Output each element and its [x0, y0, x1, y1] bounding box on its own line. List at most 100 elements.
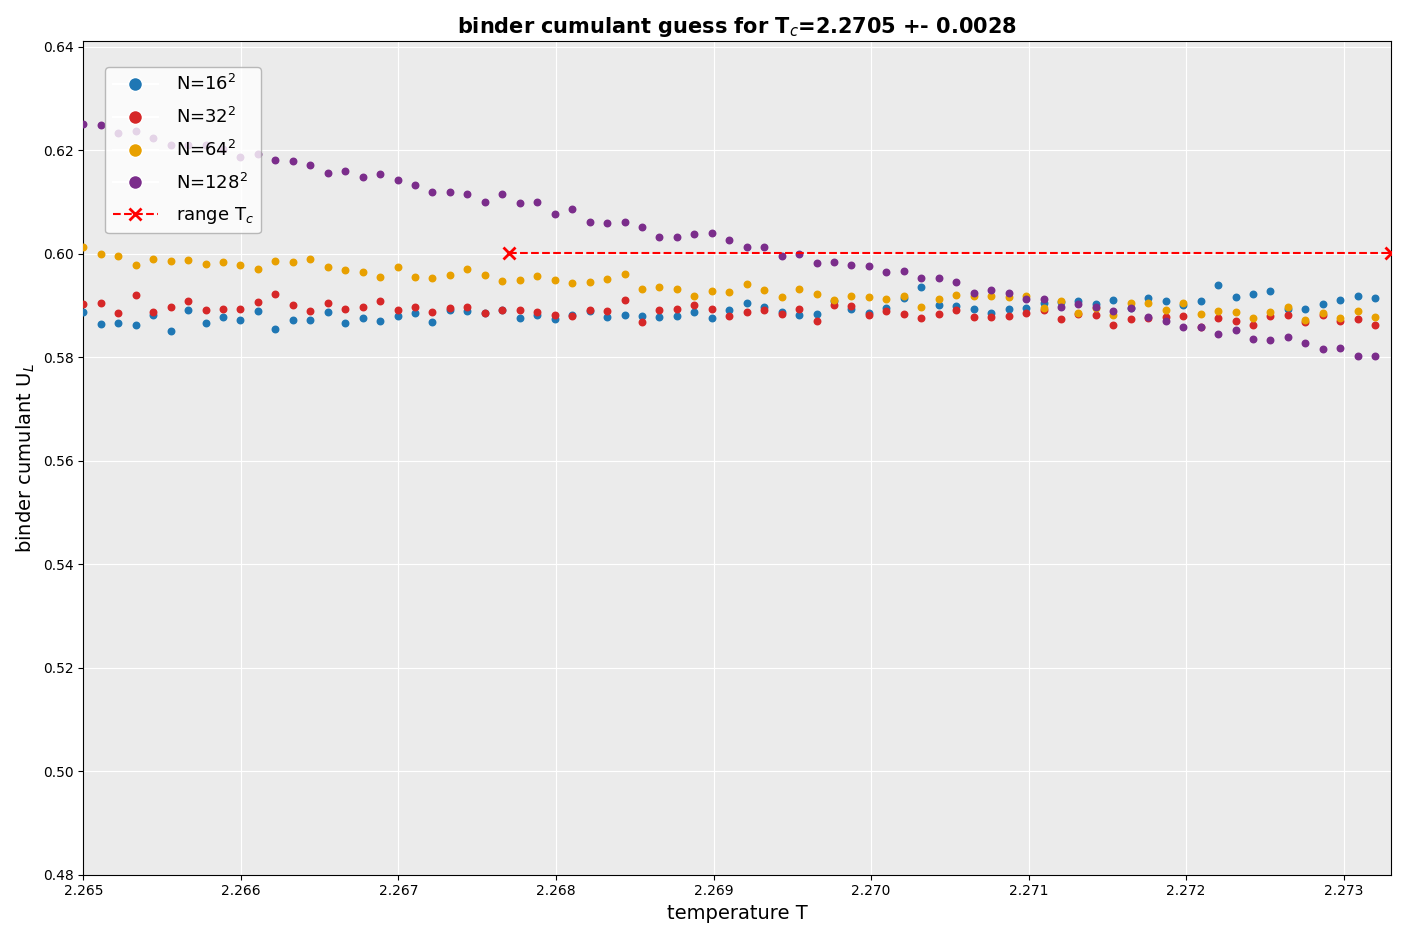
- Point: [910, 310, 932, 325]
- Point: [945, 302, 967, 317]
- Point: [1277, 329, 1299, 344]
- Point: [770, 290, 793, 305]
- Point: [1312, 306, 1334, 321]
- Point: [1032, 292, 1054, 307]
- Point: [1050, 311, 1073, 326]
- Point: [928, 271, 950, 286]
- Point: [212, 310, 235, 325]
- Point: [1364, 310, 1386, 325]
- Point: [875, 303, 897, 318]
- Point: [1119, 295, 1142, 310]
- Point: [352, 170, 374, 185]
- Point: [1050, 294, 1073, 309]
- Point: [787, 247, 810, 262]
- Point: [194, 137, 217, 152]
- Point: [1189, 320, 1212, 335]
- Point: [1137, 310, 1160, 325]
- Point: [1294, 301, 1316, 316]
- Point: [770, 249, 793, 264]
- Point: [1102, 293, 1125, 308]
- Point: [1119, 311, 1142, 326]
- Point: [578, 303, 600, 318]
- Point: [648, 310, 671, 325]
- Point: [1189, 319, 1212, 334]
- Point: [806, 286, 828, 301]
- Point: [72, 296, 94, 311]
- Point: [1347, 348, 1369, 363]
- Point: [352, 299, 374, 314]
- Point: [1067, 307, 1090, 322]
- Point: [648, 303, 671, 318]
- Point: [1032, 300, 1054, 315]
- Point: [893, 290, 915, 305]
- Point: [1084, 301, 1107, 316]
- Point: [159, 253, 181, 268]
- Point: [526, 305, 548, 320]
- Point: [997, 308, 1019, 323]
- Point: [718, 233, 741, 248]
- Point: [159, 137, 181, 152]
- Point: [787, 301, 810, 316]
- Point: [526, 195, 548, 210]
- Point: [544, 308, 567, 323]
- Point: [544, 311, 567, 326]
- Point: [858, 258, 880, 273]
- Point: [997, 286, 1019, 301]
- Point: [648, 280, 671, 295]
- Point: [700, 301, 723, 316]
- Point: [246, 146, 269, 161]
- Point: [212, 302, 235, 317]
- Point: [177, 303, 200, 318]
- Point: [1067, 305, 1090, 320]
- Point: [596, 310, 619, 325]
- Point: [422, 270, 444, 285]
- Point: [910, 271, 932, 286]
- Point: [299, 303, 322, 318]
- Point: [1347, 304, 1369, 319]
- Point: [264, 287, 287, 302]
- Point: [806, 255, 828, 270]
- Point: [770, 304, 793, 319]
- Point: [72, 305, 94, 320]
- Point: [1206, 278, 1229, 293]
- Point: [474, 305, 496, 320]
- Point: [509, 196, 531, 211]
- Point: [893, 289, 915, 304]
- Point: [316, 165, 339, 180]
- Point: [474, 194, 496, 209]
- Point: [1050, 294, 1073, 309]
- Point: [1241, 287, 1264, 302]
- Point: [806, 314, 828, 329]
- Legend: N=16$^2$, N=32$^2$, N=64$^2$, N=128$^2$, range T$_c$: N=16$^2$, N=32$^2$, N=64$^2$, N=128$^2$,…: [105, 67, 262, 234]
- Point: [352, 310, 374, 325]
- Point: [1294, 314, 1316, 329]
- Point: [1206, 304, 1229, 319]
- Point: [142, 304, 165, 319]
- Point: [368, 294, 391, 309]
- Point: [963, 285, 986, 300]
- Point: [875, 292, 897, 307]
- Point: [1102, 318, 1125, 333]
- Point: [787, 308, 810, 323]
- Point: [980, 310, 1002, 325]
- Point: [613, 215, 636, 230]
- Point: [491, 187, 513, 202]
- Point: [1225, 305, 1247, 320]
- Point: [928, 292, 950, 307]
- Point: [281, 297, 304, 312]
- Point: [596, 304, 619, 319]
- Point: [212, 142, 235, 157]
- Point: [823, 254, 845, 269]
- Point: [72, 240, 94, 255]
- Point: [963, 289, 986, 304]
- Point: [90, 295, 112, 310]
- Point: [561, 308, 583, 323]
- Point: [980, 306, 1002, 321]
- Point: [1137, 310, 1160, 325]
- Point: [1154, 294, 1177, 309]
- Point: [491, 273, 513, 288]
- Point: [945, 287, 967, 302]
- Point: [422, 314, 444, 329]
- Point: [474, 267, 496, 282]
- Point: [404, 306, 426, 321]
